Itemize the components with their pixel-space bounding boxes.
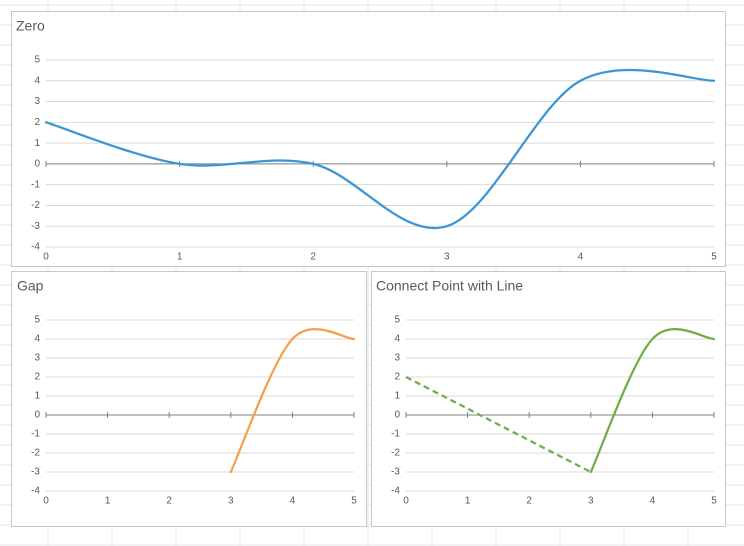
x-tick-label: 0: [43, 496, 49, 507]
y-tick-label: 1: [34, 138, 40, 149]
y-tick-label: -1: [391, 429, 400, 440]
y-tick-label: 4: [34, 334, 40, 345]
line-series: [44, 68, 716, 230]
chart-title: Gap: [17, 278, 44, 294]
chart: Zero -4 -3 -2 -1 0 1 2 3 4 5 0 1 2 3 4 5: [11, 11, 726, 267]
gap-connector: [405, 375, 592, 474]
y-tick-label: 3: [34, 96, 40, 107]
x-tick-label: 0: [43, 252, 49, 263]
x-tick-label: 2: [310, 252, 316, 263]
x-tick-label: 1: [177, 252, 183, 263]
y-tick-label: -3: [31, 221, 40, 232]
y-tick-label: 3: [34, 353, 40, 364]
line-series: [229, 328, 356, 474]
y-tick-label: -2: [31, 448, 40, 459]
y-tick-label: -2: [31, 200, 40, 211]
y-tick-label: 0: [394, 410, 400, 421]
y-tick-label: 5: [34, 315, 40, 326]
x-tick-label: 3: [444, 252, 450, 263]
x-tick-label: 2: [166, 496, 172, 507]
x-tick-label: 4: [578, 252, 584, 263]
chart-frame: [11, 271, 367, 527]
y-tick-label: 3: [394, 353, 400, 364]
chart-frame: [11, 11, 726, 267]
x-tick-label: 3: [588, 496, 594, 507]
y-tick-label: 0: [34, 159, 40, 170]
x-tick-label: 4: [650, 496, 656, 507]
y-tick-label: 2: [34, 117, 40, 128]
y-tick-label: -2: [391, 448, 400, 459]
y-tick-label: 5: [34, 55, 40, 66]
y-tick-label: 0: [34, 410, 40, 421]
y-tick-label: -3: [31, 467, 40, 478]
x-tick-label: 1: [465, 496, 471, 507]
y-tick-label: 5: [394, 315, 400, 326]
y-tick-label: 2: [34, 372, 40, 383]
y-tick-label: 1: [394, 391, 400, 402]
y-tick-label: -1: [31, 429, 40, 440]
chart: Connect Point with Line -4 -3 -2 -1 0 1 2 3 4 5 0 1 2…: [371, 271, 726, 527]
x-tick-label: 5: [711, 496, 717, 507]
y-tick-label: -4: [31, 242, 40, 253]
x-tick-label: 3: [228, 496, 234, 507]
chart-frame: [371, 271, 726, 527]
x-tick-label: 1: [105, 496, 111, 507]
line-series: [589, 328, 716, 474]
y-tick-label: -4: [391, 486, 400, 497]
chart: Gap -4 -3 -2 -1 0 1 2 3 4 5 0 1 2 3 4 5: [11, 271, 367, 527]
x-tick-label: 5: [351, 496, 357, 507]
y-tick-label: 4: [34, 75, 40, 86]
chart-title: Zero: [16, 18, 45, 34]
x-tick-label: 2: [526, 496, 532, 507]
y-tick-label: 2: [394, 372, 400, 383]
x-tick-label: 4: [290, 496, 296, 507]
y-tick-label: -3: [391, 467, 400, 478]
x-tick-label: 0: [403, 496, 409, 507]
chart-title: Connect Point with Line: [376, 278, 523, 294]
y-tick-label: -4: [31, 486, 40, 497]
y-tick-label: 1: [34, 391, 40, 402]
x-tick-label: 5: [711, 252, 717, 263]
y-tick-label: -1: [31, 179, 40, 190]
y-tick-label: 4: [394, 334, 400, 345]
